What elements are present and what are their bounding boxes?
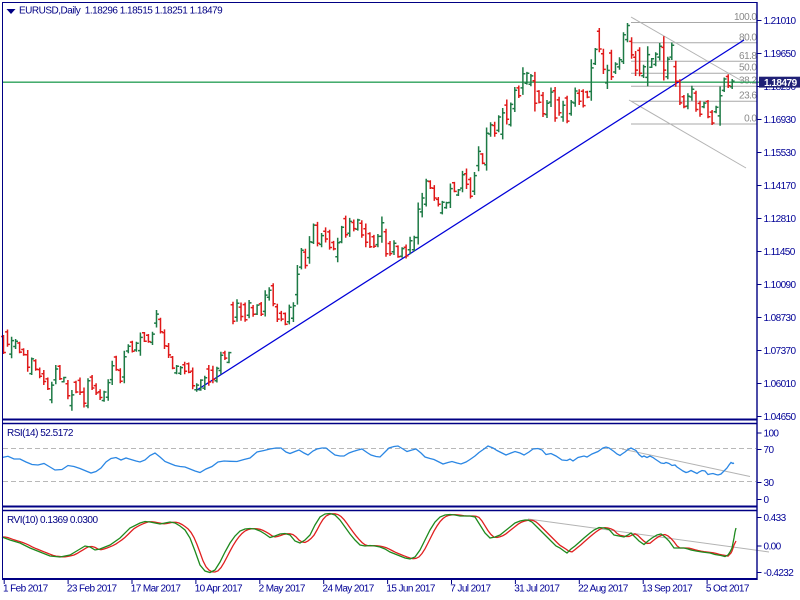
svg-text:1.08730: 1.08730 bbox=[764, 313, 797, 324]
svg-text:0.433: 0.433 bbox=[764, 513, 787, 524]
svg-text:38.2: 38.2 bbox=[739, 76, 757, 87]
svg-text:2 May 2017: 2 May 2017 bbox=[259, 584, 306, 595]
svg-text:17 Mar 2017: 17 Mar 2017 bbox=[131, 584, 182, 595]
svg-text:1.04650: 1.04650 bbox=[764, 412, 797, 423]
svg-text:5 Oct 2017: 5 Oct 2017 bbox=[706, 584, 750, 595]
svg-text:100: 100 bbox=[764, 429, 780, 440]
svg-text:1.16930: 1.16930 bbox=[764, 115, 797, 126]
svg-text:0: 0 bbox=[764, 495, 770, 506]
svg-text:23.6: 23.6 bbox=[739, 91, 757, 102]
svg-text:10 Apr 2017: 10 Apr 2017 bbox=[195, 584, 243, 595]
svg-text:1.18479: 1.18479 bbox=[764, 78, 798, 89]
svg-text:23 Feb 2017: 23 Feb 2017 bbox=[67, 584, 118, 595]
svg-text:15 Jun 2017: 15 Jun 2017 bbox=[386, 584, 435, 595]
svg-text:70: 70 bbox=[764, 445, 775, 456]
svg-text:1.19650: 1.19650 bbox=[764, 49, 797, 60]
svg-text:7 Jul 2017: 7 Jul 2017 bbox=[450, 584, 491, 595]
svg-text:61.8: 61.8 bbox=[739, 51, 757, 62]
svg-text:1.06010: 1.06010 bbox=[764, 379, 797, 390]
svg-text:RSI(14) 52.5172: RSI(14) 52.5172 bbox=[7, 428, 74, 439]
svg-text:1.10090: 1.10090 bbox=[764, 280, 797, 291]
svg-text:EURUSD,Daily 1.18296 1.18515: EURUSD,Daily 1.18296 1.18515 1.18251 1.1… bbox=[19, 6, 223, 17]
svg-text:1.14170: 1.14170 bbox=[764, 181, 797, 192]
svg-text:100.0: 100.0 bbox=[734, 12, 757, 23]
svg-text:1.07370: 1.07370 bbox=[764, 346, 797, 357]
svg-text:0.0: 0.0 bbox=[744, 114, 757, 125]
svg-text:1.21010: 1.21010 bbox=[764, 16, 797, 27]
svg-text:1.11450: 1.11450 bbox=[764, 247, 796, 258]
svg-text:24 May 2017: 24 May 2017 bbox=[323, 584, 375, 595]
svg-text:-0.4232: -0.4232 bbox=[764, 568, 795, 579]
svg-text:RVI(10) 0.1369 0.0300: RVI(10) 0.1369 0.0300 bbox=[7, 515, 98, 526]
svg-text:22 Aug 2017: 22 Aug 2017 bbox=[578, 584, 629, 595]
svg-text:31 Jul 2017: 31 Jul 2017 bbox=[514, 584, 560, 595]
svg-text:50.0: 50.0 bbox=[739, 63, 757, 74]
svg-text:1.12810: 1.12810 bbox=[764, 214, 797, 225]
svg-text:13 Sep 2017: 13 Sep 2017 bbox=[642, 584, 693, 595]
svg-text:80.0: 80.0 bbox=[739, 32, 757, 43]
svg-text:0.00: 0.00 bbox=[764, 542, 782, 553]
svg-text:30: 30 bbox=[764, 478, 775, 489]
svg-text:1.15530: 1.15530 bbox=[764, 148, 797, 159]
svg-text:1 Feb 2017: 1 Feb 2017 bbox=[3, 584, 49, 595]
